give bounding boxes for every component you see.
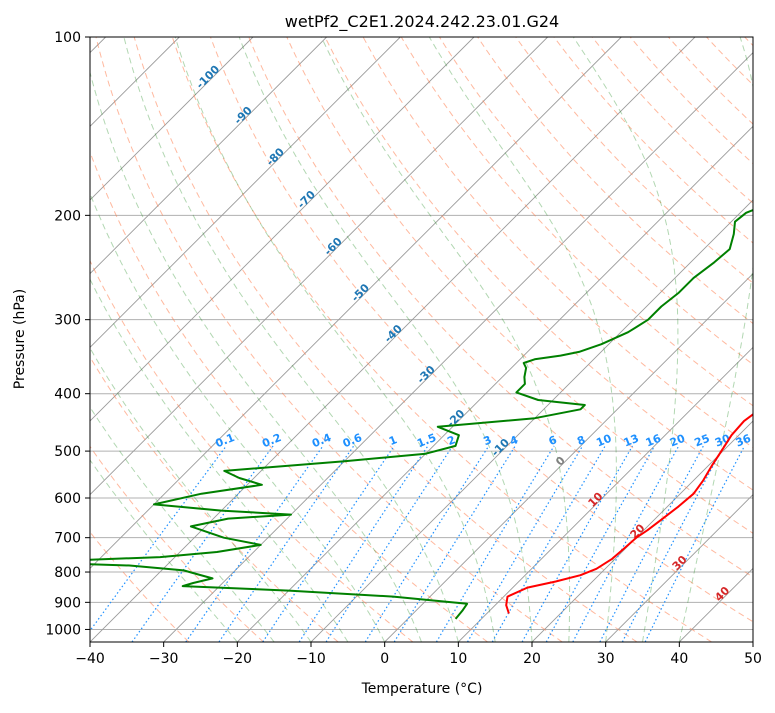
moist-adiabat-line (16, 37, 348, 642)
x-tick-label: −30 (149, 651, 179, 667)
background-label: 10 (586, 490, 606, 510)
dry-adiabat-line (58, 37, 488, 642)
x-tick-label: −40 (75, 651, 105, 667)
moist-adiabat-line (0, 37, 274, 642)
isotherm-line (16, 37, 621, 642)
mixing-ratio-label: 1.5 (415, 431, 438, 450)
mixing-ratio-label: 0.4 (310, 431, 333, 450)
moist-adiabat-line (573, 37, 678, 642)
x-tick-label: 10 (449, 651, 467, 667)
y-axis-label: Pressure (hPa) (12, 289, 28, 389)
x-axis: −40 −30 −20 −10 0 10 20 30 40 50 (75, 642, 762, 667)
dry-adiabat-line (707, 37, 775, 642)
x-tick-label: 20 (523, 651, 541, 667)
y-tick-label: 500 (54, 444, 81, 460)
isotherm-label: -80 (264, 145, 287, 168)
isotherm-line (679, 37, 775, 642)
chart-title: wetPf2_C2E1.2024.242.23.01.G24 (285, 12, 559, 32)
isotherm-label: -40 (382, 322, 405, 345)
dry-adiabat-line (554, 37, 775, 642)
mixing-ratio-label: 13 (622, 432, 641, 450)
isotherm-line (753, 37, 775, 642)
mixing-ratio-label: 0.1 (214, 431, 237, 450)
isotherm-label: -100 (194, 63, 223, 92)
y-axis: 100 200 300 400 500 600 700 800 900 1000 (45, 30, 90, 638)
isotherm-line (385, 37, 775, 642)
x-tick-label: 0 (380, 651, 389, 667)
isotherm-line (0, 37, 548, 642)
mixing-ratio-label: 10 (594, 432, 613, 450)
y-tick-label: 600 (54, 491, 81, 507)
dry-adiabat-line (0, 37, 338, 642)
isotherm-label: -50 (349, 281, 372, 304)
y-tick-label: 300 (54, 313, 81, 329)
x-tick-label: 30 (597, 651, 615, 667)
moist-adiabat-line (124, 37, 458, 642)
mixing-ratio-label: 0.2 (260, 431, 283, 450)
y-tick-label: 100 (54, 30, 81, 46)
dry-adiabat-line (0, 37, 189, 642)
mixing-ratio-line (436, 446, 554, 642)
mixing-ratio-label: 30 (713, 432, 732, 450)
mixing-ratio-label: 3 (481, 433, 493, 448)
y-tick-label: 800 (54, 565, 81, 581)
dry-adiabat-line (745, 37, 775, 642)
y-tick-label: 900 (54, 595, 81, 611)
dry-adiabat-line (668, 37, 775, 642)
mixing-ratio-line (546, 446, 654, 642)
mixing-ratio-line (468, 446, 583, 642)
mixing-ratio-line (600, 446, 704, 642)
y-tick-label: 200 (54, 208, 81, 224)
isotherm-line (237, 37, 775, 642)
mixing-ratio-label: 20 (668, 432, 687, 450)
plot-frame (90, 37, 753, 642)
mixing-ratio-line (645, 446, 744, 642)
isotherm-label: -60 (322, 235, 345, 258)
isotherm-line (0, 37, 327, 642)
x-tick-label: −20 (223, 651, 253, 667)
isotherm-line (458, 37, 775, 642)
mixing-ratio-line (573, 446, 679, 642)
mixing-ratio-line (394, 446, 515, 642)
x-tick-label: −10 (296, 651, 326, 667)
isotherm-label: -90 (232, 104, 255, 127)
isotherm-label: -30 (414, 363, 437, 386)
mixing-ratio-line (219, 446, 354, 642)
mixing-ratio-label: 6 (547, 433, 559, 448)
mixing-ratio-line (82, 446, 227, 642)
x-tick-label: 50 (744, 651, 762, 667)
isotherm-line (311, 37, 775, 642)
background-label: 40 (712, 584, 732, 604)
mixing-ratio-label: 36 (734, 432, 753, 450)
moist-adiabat-line (679, 37, 760, 642)
dry-adiabat-line (516, 37, 775, 642)
mixing-ratio-label: 1 (387, 433, 399, 448)
isotherm-line (0, 37, 474, 642)
x-axis-label: Temperature (°C) (361, 681, 483, 697)
y-tick-label: 1000 (45, 622, 81, 638)
y-tick-label: 700 (54, 531, 81, 547)
isotherm-line (0, 37, 400, 642)
moist-adiabat-line (0, 37, 311, 642)
isotherm-label: -70 (295, 188, 318, 211)
y-tick-label: 400 (54, 387, 81, 403)
mixing-ratio-label: 25 (693, 432, 712, 450)
mixing-ratio-line (522, 446, 632, 642)
moist-adiabat-line (0, 37, 237, 642)
mixing-ratio-label: 16 (644, 432, 663, 450)
x-tick-label: 40 (670, 651, 688, 667)
mixing-ratio-label: 0.6 (341, 431, 364, 450)
